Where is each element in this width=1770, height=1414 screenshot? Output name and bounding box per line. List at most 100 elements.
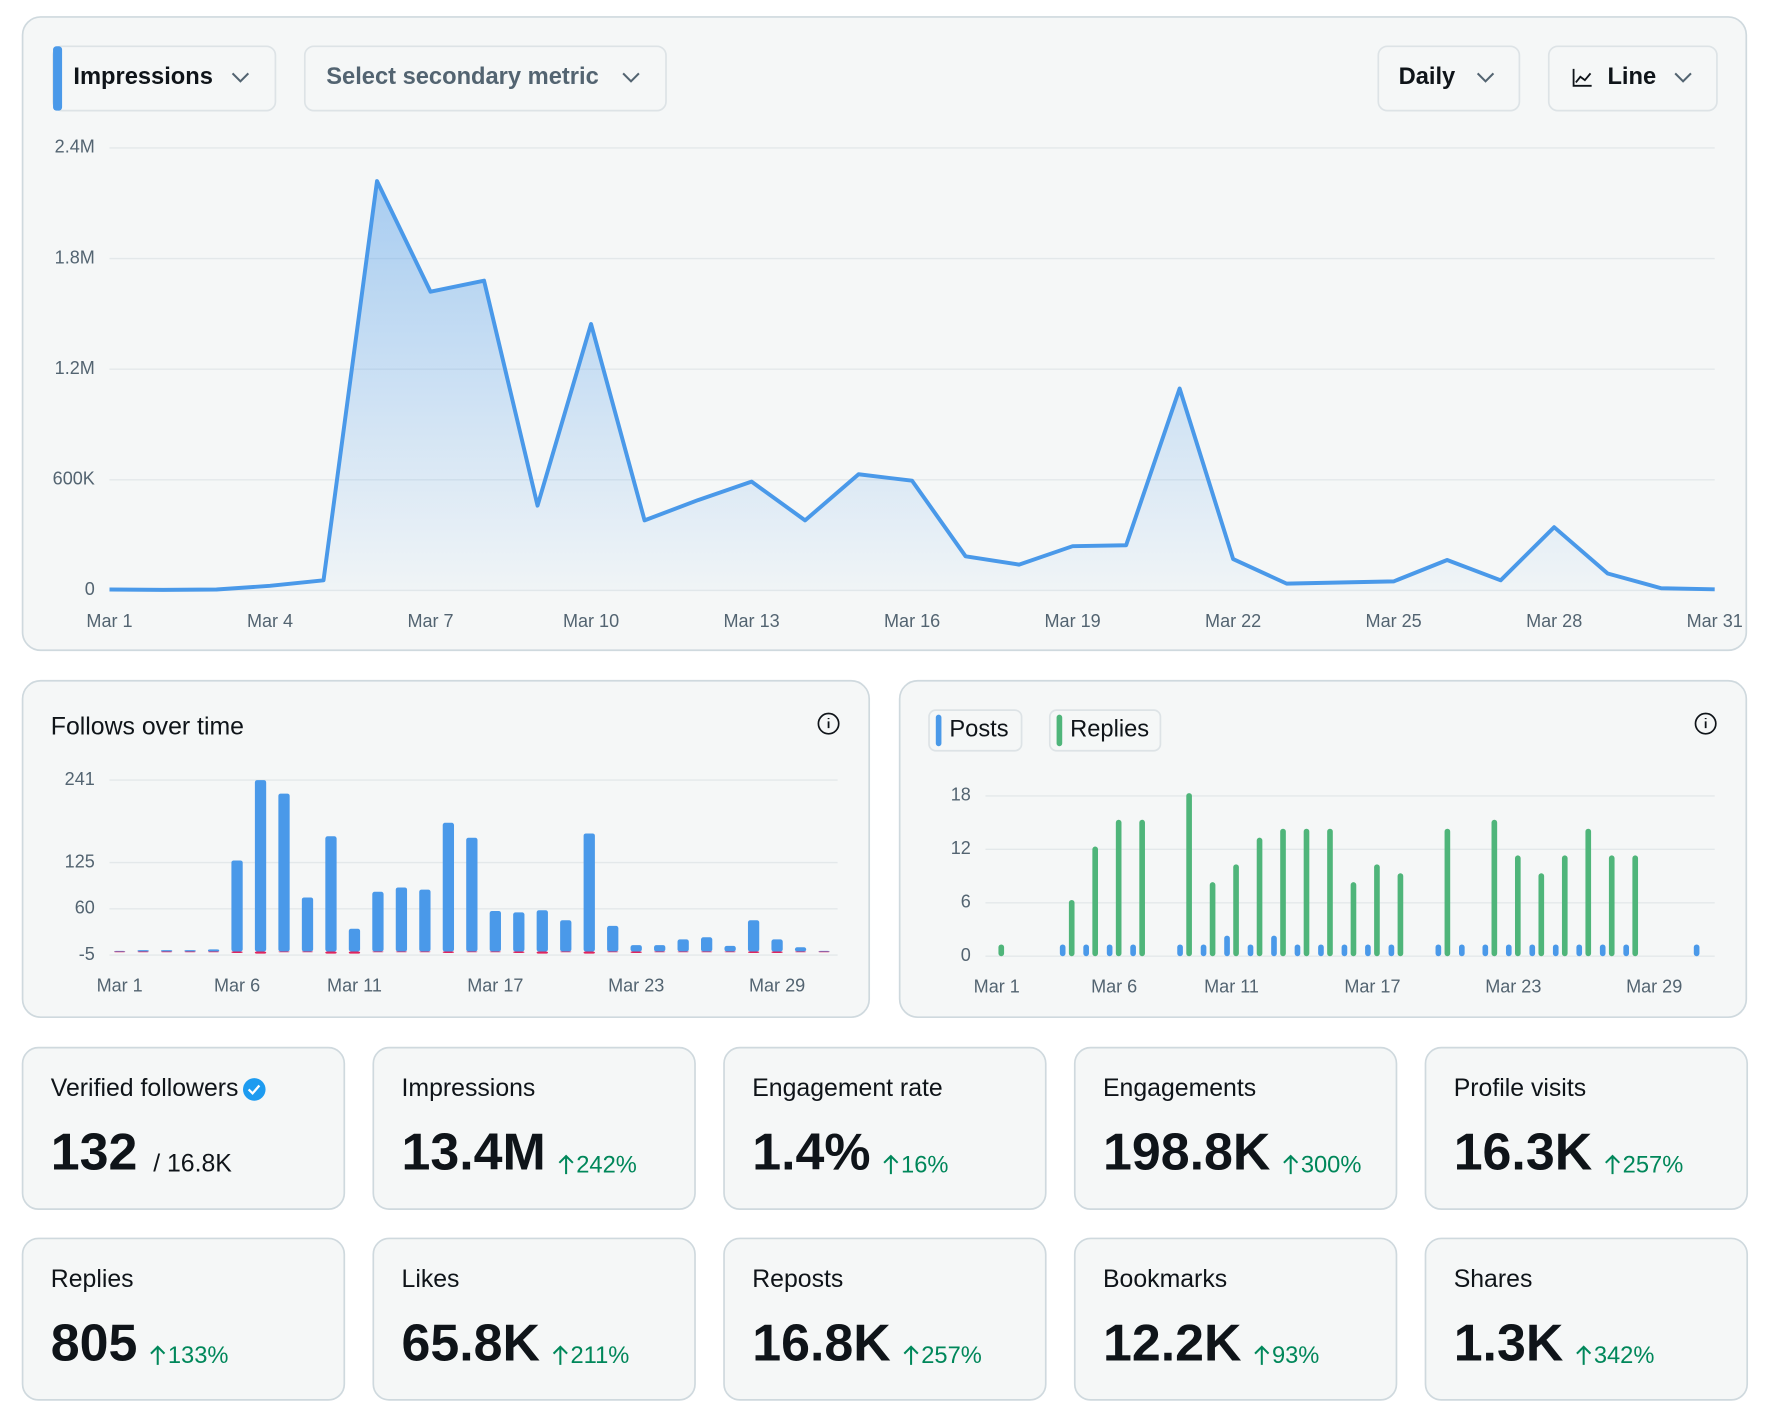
- stat-card: [1424, 1237, 1749, 1401]
- stats: Verified followers 132 / 16.8K Impressions 1…: [21, 1046, 1749, 1401]
- bar: [1505, 944, 1512, 957]
- metric-dropdown[interactable]: Impressions: [52, 45, 277, 112]
- icon[interactable]: [1694, 712, 1717, 735]
- bar: [114, 950, 126, 952]
- button[interactable]: [1547, 45, 1718, 112]
- stat-change: 133%: [168, 1343, 229, 1369]
- bar: [184, 951, 196, 953]
- x-tick-label: Mar 13: [723, 611, 779, 631]
- bar: [114, 951, 126, 953]
- stat-change: 242%: [576, 1152, 637, 1178]
- interval-dropdown[interactable]: Daily: [1377, 45, 1521, 112]
- bar: [395, 887, 408, 952]
- style-dropdown[interactable]: Line: [1547, 45, 1718, 112]
- bar: [1303, 828, 1310, 957]
- bar: [1130, 944, 1136, 957]
- bar: [1538, 873, 1545, 957]
- stat-value: 1.3K: [1454, 1315, 1564, 1373]
- stat-total: / 16.8K: [153, 1151, 232, 1178]
- bar: [724, 951, 736, 953]
- up-arrow: [1576, 1345, 1592, 1365]
- stat-label: Likes: [402, 1266, 460, 1293]
- label: Daily: [1399, 64, 1456, 90]
- x-tick-label: Mar 28: [1526, 611, 1582, 631]
- bar: [301, 897, 314, 952]
- bar: [1233, 864, 1239, 957]
- bar: [1186, 793, 1192, 957]
- bar: [1200, 944, 1207, 957]
- info-icon[interactable]: [817, 712, 840, 735]
- bar: [231, 951, 243, 953]
- bar: [724, 945, 736, 952]
- stat-card: [21, 1237, 346, 1401]
- legend-label: Posts: [949, 717, 1008, 743]
- x-tick-label: Mar 1: [97, 975, 143, 995]
- secondary-dropdown[interactable]: Select secondary metric: [303, 45, 667, 112]
- bar: [301, 951, 314, 953]
- y-tick-label: 0: [961, 945, 971, 965]
- bar: [419, 889, 431, 952]
- bar: [160, 950, 173, 952]
- bar: [466, 837, 478, 952]
- stat-label: Verified followers: [51, 1075, 239, 1102]
- y-tick-label: 1.2M: [55, 358, 95, 378]
- bar: [536, 951, 548, 954]
- y-tick-label: 2.4M: [55, 137, 95, 157]
- accent: [53, 46, 63, 111]
- icon[interactable]: [817, 712, 840, 735]
- bar: [701, 937, 713, 952]
- bar: [489, 951, 501, 953]
- bar: [1576, 944, 1583, 957]
- bar: [1444, 828, 1451, 957]
- stat-value: 12.2K: [1103, 1315, 1242, 1373]
- bar: [677, 951, 689, 953]
- x-tick-label: Mar 25: [1366, 611, 1422, 631]
- bar: [1599, 944, 1606, 957]
- bar: [348, 928, 361, 952]
- bar: [771, 951, 783, 953]
- label: Select secondary metric: [326, 64, 599, 90]
- stat-card: [1424, 1046, 1749, 1210]
- up-arrow: [883, 1154, 899, 1175]
- bar: [747, 951, 760, 953]
- button[interactable]: [303, 45, 667, 112]
- stat-change: 211%: [571, 1343, 630, 1369]
- bar: [560, 920, 572, 952]
- bar: [160, 951, 173, 953]
- bar: [1068, 899, 1075, 957]
- bar: [1271, 935, 1277, 957]
- up-arrow: [1254, 1345, 1270, 1365]
- bar: [794, 947, 807, 952]
- stat-value: 805: [51, 1315, 138, 1373]
- x-tick-label: Mar 6: [1091, 977, 1137, 997]
- bar: [254, 951, 267, 954]
- bar: [1224, 935, 1230, 957]
- bar: [1083, 944, 1089, 957]
- up-arrow: [150, 1345, 166, 1365]
- stat-value: 16.3K: [1454, 1124, 1593, 1182]
- bar: [184, 950, 196, 952]
- bar: [630, 951, 642, 953]
- button[interactable]: [1377, 45, 1521, 112]
- bar: [583, 951, 595, 954]
- bar: [1623, 944, 1630, 957]
- bar: [489, 910, 501, 952]
- up-arrow: [552, 1345, 568, 1365]
- bar: [1106, 944, 1113, 957]
- check: [247, 1084, 261, 1096]
- legend-item[interactable]: [1048, 709, 1162, 752]
- bar: [1561, 855, 1568, 957]
- bar: [419, 951, 431, 953]
- chevron: [1674, 72, 1692, 83]
- chevron: [622, 72, 640, 83]
- bar: [513, 912, 525, 952]
- info-icon[interactable]: [1694, 712, 1717, 735]
- legend-item[interactable]: [928, 709, 1023, 752]
- area-fill: [109, 181, 1715, 591]
- bar: [137, 951, 149, 953]
- bar: [278, 951, 290, 953]
- stat-card: [372, 1046, 696, 1210]
- bar: [1115, 819, 1122, 957]
- bar: [1374, 864, 1380, 957]
- y-tick-label: 0: [85, 579, 95, 599]
